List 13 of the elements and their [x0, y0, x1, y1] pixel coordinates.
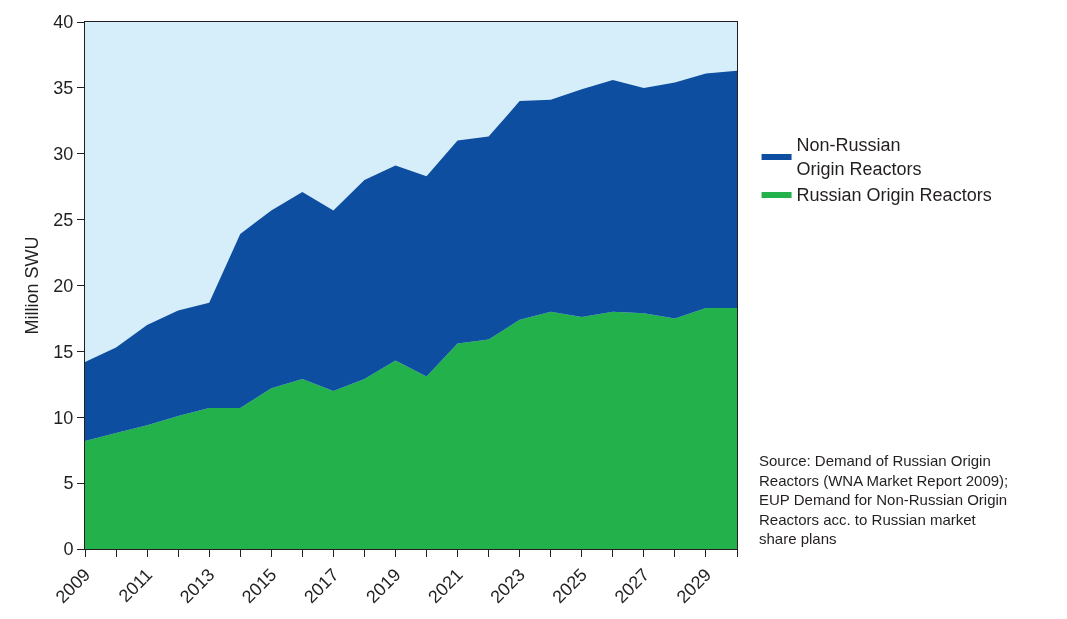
y-tick-label: 10: [53, 407, 74, 428]
y-tick-label: 40: [53, 12, 74, 33]
y-tick-label: 35: [53, 78, 74, 99]
source-note: Source: Demand of Russian Origin Reactors (WNA Market Report 2009); EUP Demand for Non-Russian Origin Reactors acc. to Russian market share plans: [759, 452, 1009, 547]
legend-label: Non-Russian Origin Reactors: [796, 135, 922, 179]
y-tick-label: 5: [63, 473, 74, 494]
y-tick-label: 30: [53, 144, 74, 165]
y-tick-label: 15: [53, 341, 74, 362]
legend-label: Russian Origin Reactors: [796, 185, 992, 206]
y-axis-title: Million SWU: [21, 236, 42, 335]
y-tick-label: 20: [53, 275, 74, 296]
y-tick-label: 25: [53, 209, 74, 230]
y-tick-label: 0: [63, 539, 74, 560]
